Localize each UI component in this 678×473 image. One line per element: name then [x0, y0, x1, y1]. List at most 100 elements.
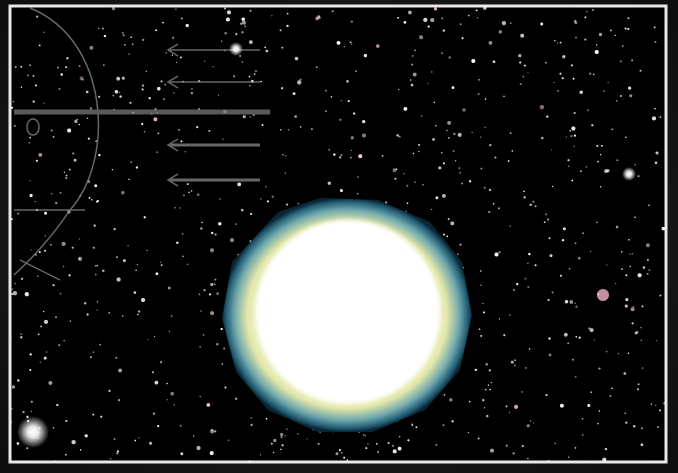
star: [614, 34, 616, 37]
star: [28, 142, 31, 144]
star: [224, 31, 227, 35]
star: [631, 322, 634, 325]
star: [527, 262, 529, 264]
star: [519, 83, 522, 86]
star: [111, 169, 114, 171]
star: [129, 101, 132, 104]
star: [230, 238, 234, 243]
star: [412, 55, 414, 57]
star: [494, 252, 499, 257]
star: [29, 64, 31, 67]
star: [27, 74, 30, 77]
star: [11, 292, 14, 296]
star: [624, 27, 627, 30]
star: [648, 204, 650, 207]
star: [78, 257, 81, 260]
star: [619, 60, 622, 63]
star: [629, 94, 633, 98]
star: [654, 107, 656, 110]
star: [65, 177, 68, 180]
star: [654, 40, 657, 44]
star: [451, 420, 454, 423]
star: [65, 453, 67, 456]
star: [433, 101, 436, 104]
star: [299, 78, 302, 81]
star: [509, 314, 511, 316]
star: [159, 261, 162, 264]
star: [627, 86, 632, 90]
star: [68, 168, 71, 171]
star: [567, 165, 570, 168]
star: [363, 434, 365, 436]
star: [188, 191, 190, 194]
star: [603, 90, 605, 92]
star: [284, 435, 286, 437]
star: [121, 76, 125, 80]
star: [392, 449, 397, 454]
star: [210, 311, 215, 316]
star: [50, 192, 53, 195]
star: [224, 386, 227, 389]
star: [153, 117, 158, 122]
star: [235, 223, 238, 226]
star: [547, 459, 550, 462]
star: [573, 145, 575, 147]
star: [227, 10, 231, 15]
star: [157, 132, 160, 135]
star: [435, 443, 438, 446]
star: [527, 457, 529, 460]
star: [587, 404, 591, 407]
star: [52, 427, 55, 429]
star: [216, 343, 219, 346]
star: [95, 273, 97, 276]
star: [482, 399, 485, 402]
star: [589, 328, 594, 333]
star: [113, 227, 116, 231]
star: [632, 425, 636, 428]
star: [524, 366, 527, 369]
star: [118, 91, 121, 94]
star: [200, 310, 202, 312]
star: [431, 71, 433, 73]
star: [562, 227, 566, 231]
star: [287, 128, 290, 131]
star: [44, 211, 48, 215]
star: [196, 126, 199, 129]
star: [548, 337, 551, 340]
star: [559, 41, 562, 44]
star: [233, 75, 236, 78]
star: [210, 282, 214, 287]
star: [598, 32, 603, 37]
star: [137, 310, 141, 313]
star: [475, 9, 478, 12]
star: [375, 442, 378, 445]
star: [513, 364, 516, 367]
star: [170, 315, 173, 317]
star: [438, 166, 442, 170]
star: [405, 210, 407, 212]
star: [116, 277, 121, 282]
star: [435, 124, 437, 127]
star: [551, 291, 554, 294]
star: [155, 29, 158, 32]
star: [116, 452, 119, 455]
star: [152, 371, 154, 374]
star: [14, 282, 17, 285]
star: [12, 101, 14, 103]
star: [391, 444, 395, 447]
star: [73, 158, 77, 162]
star: [299, 126, 302, 128]
bright-star: [229, 42, 243, 56]
star: [271, 195, 274, 198]
star: [59, 292, 62, 295]
star: [160, 361, 162, 363]
star: [154, 380, 159, 385]
star: [38, 153, 43, 157]
star: [179, 56, 182, 59]
star: [89, 356, 93, 359]
star: [548, 353, 552, 357]
star: [40, 325, 43, 328]
star: [637, 383, 640, 386]
star: [79, 76, 84, 81]
star: [119, 95, 122, 98]
